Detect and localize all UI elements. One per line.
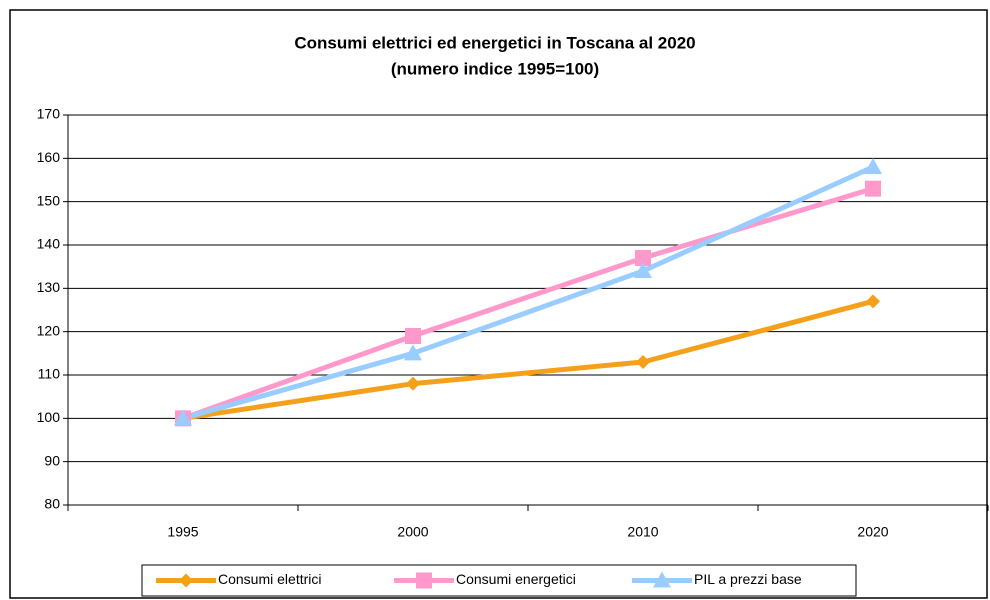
marker <box>635 250 651 266</box>
series-line <box>182 186 874 421</box>
y-tick-label: 120 <box>37 322 61 338</box>
y-tick-label: 140 <box>37 236 61 252</box>
chart-title: Consumi elettrici ed energetici in Tosca… <box>294 33 695 52</box>
y-tick-label: 160 <box>37 149 61 165</box>
marker <box>634 262 652 278</box>
x-tick-label: 1995 <box>167 524 198 540</box>
marker <box>653 571 671 588</box>
x-tick-label: 2020 <box>857 524 888 540</box>
y-tick-label: 100 <box>37 409 61 425</box>
y-tick-label: 170 <box>37 106 61 122</box>
marker <box>406 376 420 391</box>
y-tick-label: 130 <box>37 279 61 295</box>
y-tick-label: 90 <box>44 452 60 468</box>
y-tick-label: 110 <box>38 366 61 382</box>
chart-border <box>9 9 988 599</box>
legend-label: Consumi energetici <box>456 571 576 587</box>
x-tick-label: 2000 <box>397 524 428 540</box>
y-tick-label: 80 <box>44 496 60 512</box>
marker <box>174 409 192 426</box>
y-tick-label: 150 <box>37 192 61 208</box>
chart-subtitle: (numero indice 1995=100) <box>391 59 599 78</box>
marker <box>404 344 422 361</box>
marker <box>636 355 650 369</box>
series-line <box>182 164 875 421</box>
legend-label: Consumi elettrici <box>218 571 321 587</box>
marker <box>864 158 882 174</box>
marker <box>405 328 421 344</box>
marker <box>179 573 193 588</box>
marker <box>416 572 432 589</box>
marker <box>866 294 880 309</box>
series-line <box>182 298 874 421</box>
marker <box>865 180 881 197</box>
x-tick-label: 2010 <box>627 524 658 540</box>
legend-box <box>141 564 857 597</box>
legend-label: PIL a prezzi base <box>694 571 802 587</box>
